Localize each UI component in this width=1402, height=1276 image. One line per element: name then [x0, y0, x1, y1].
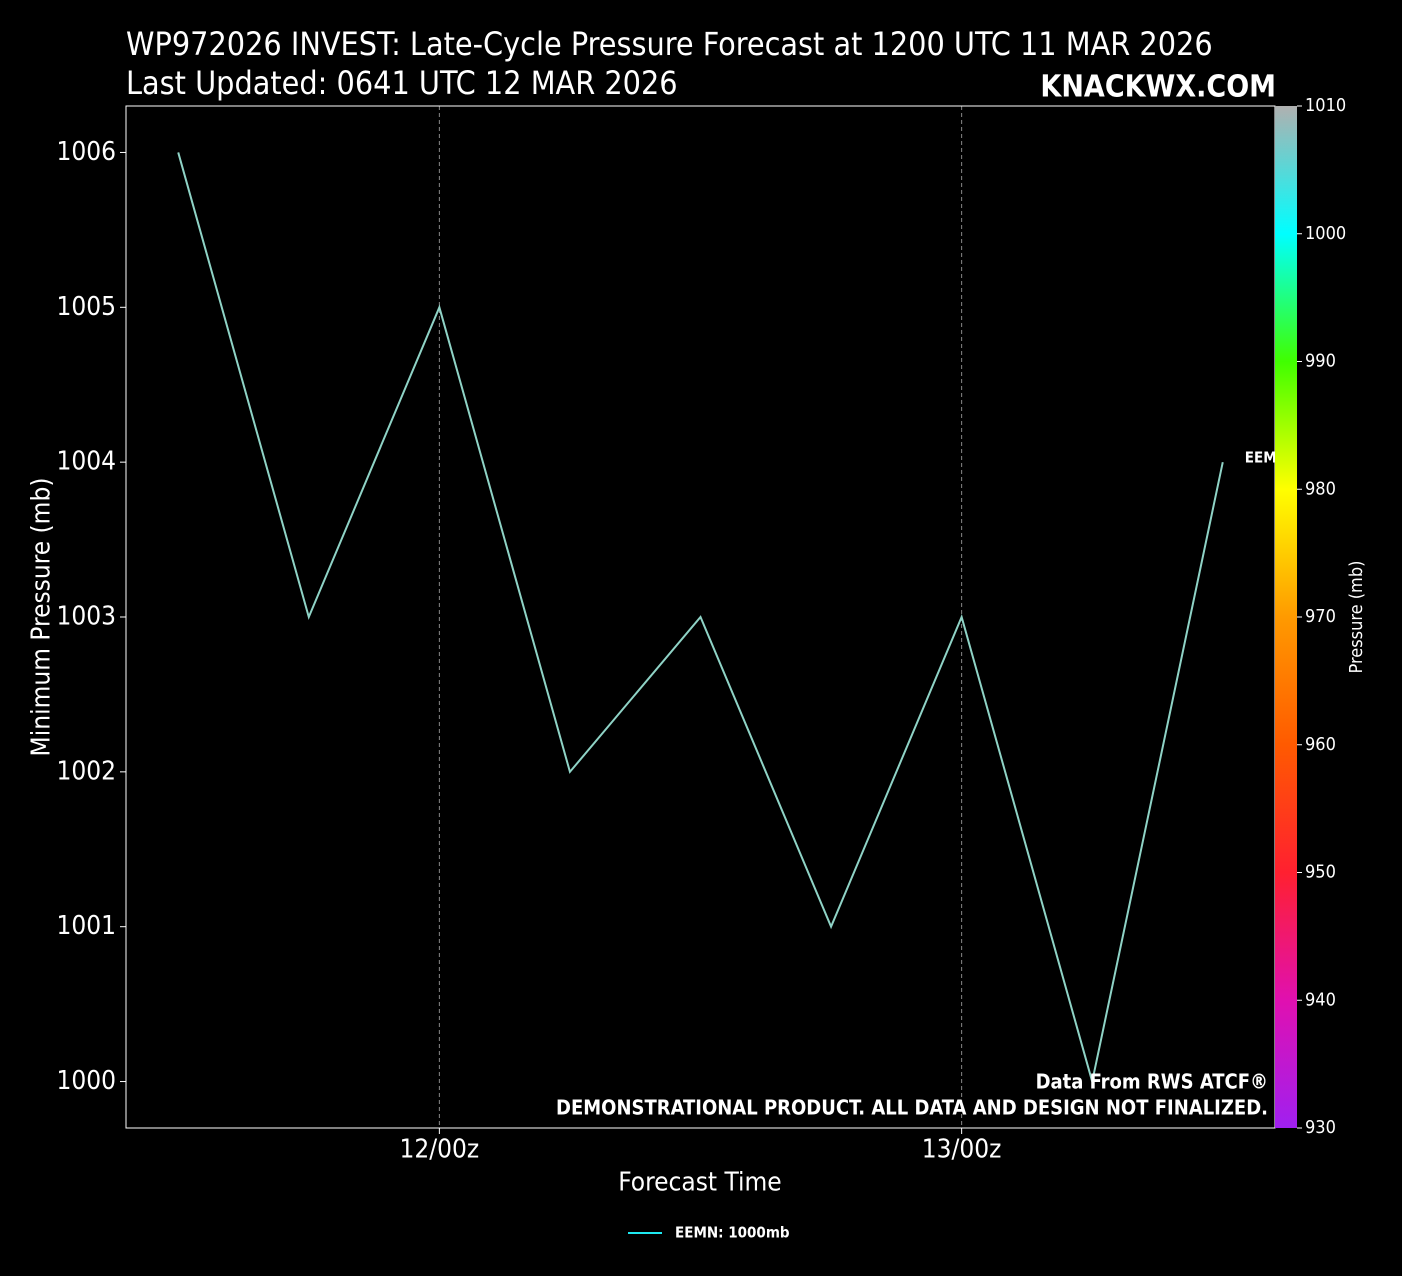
- note: Data From RWS ATCF®: [1036, 1070, 1268, 1094]
- chart-title: WP972026 INVEST: Late-Cycle Pressure For…: [126, 25, 1213, 63]
- colorbar-tick-label: 950: [1305, 862, 1336, 883]
- y-tick-label: 1006: [56, 137, 116, 167]
- colorbar-tick-label: 930: [1305, 1117, 1336, 1138]
- colorbar-tick-label: 1010: [1305, 95, 1346, 116]
- colorbar-tick-label: 970: [1305, 606, 1336, 627]
- colorbar: [1275, 106, 1297, 1128]
- colorbar-tick-label: 940: [1305, 989, 1336, 1010]
- colorbar-tick-label: 960: [1305, 734, 1336, 755]
- brand: KNACKWX.COM: [1040, 70, 1276, 105]
- colorbar-tick-label: 1000: [1305, 223, 1346, 244]
- y-axis-label: Minimum Pressure (mb): [27, 478, 57, 757]
- note: DEMONSTRATIONAL PRODUCT. ALL DATA AND DE…: [556, 1096, 1268, 1120]
- chart-subtitle: Last Updated: 0641 UTC 12 MAR 2026: [126, 64, 678, 102]
- y-tick-label: 1003: [56, 602, 116, 632]
- y-tick-label: 1000: [56, 1066, 116, 1096]
- colorbar-tick-label: 990: [1305, 351, 1336, 372]
- y-tick-label: 1004: [56, 447, 116, 477]
- x-axis-label: Forecast Time: [618, 1168, 781, 1198]
- x-tick-label: 12/00z: [400, 1135, 480, 1165]
- legend-label: EEMN: 1000mb: [675, 1224, 790, 1242]
- data-line: [177, 152, 1224, 1082]
- y-tick-label: 1002: [56, 756, 116, 786]
- colorbar-label: Pressure (mb): [1346, 561, 1367, 674]
- colorbar-tick-label: 980: [1305, 478, 1336, 499]
- y-tick-label: 1001: [56, 911, 116, 941]
- y-tick-label: 1005: [56, 292, 116, 322]
- x-tick-label: 13/00z: [922, 1135, 1002, 1165]
